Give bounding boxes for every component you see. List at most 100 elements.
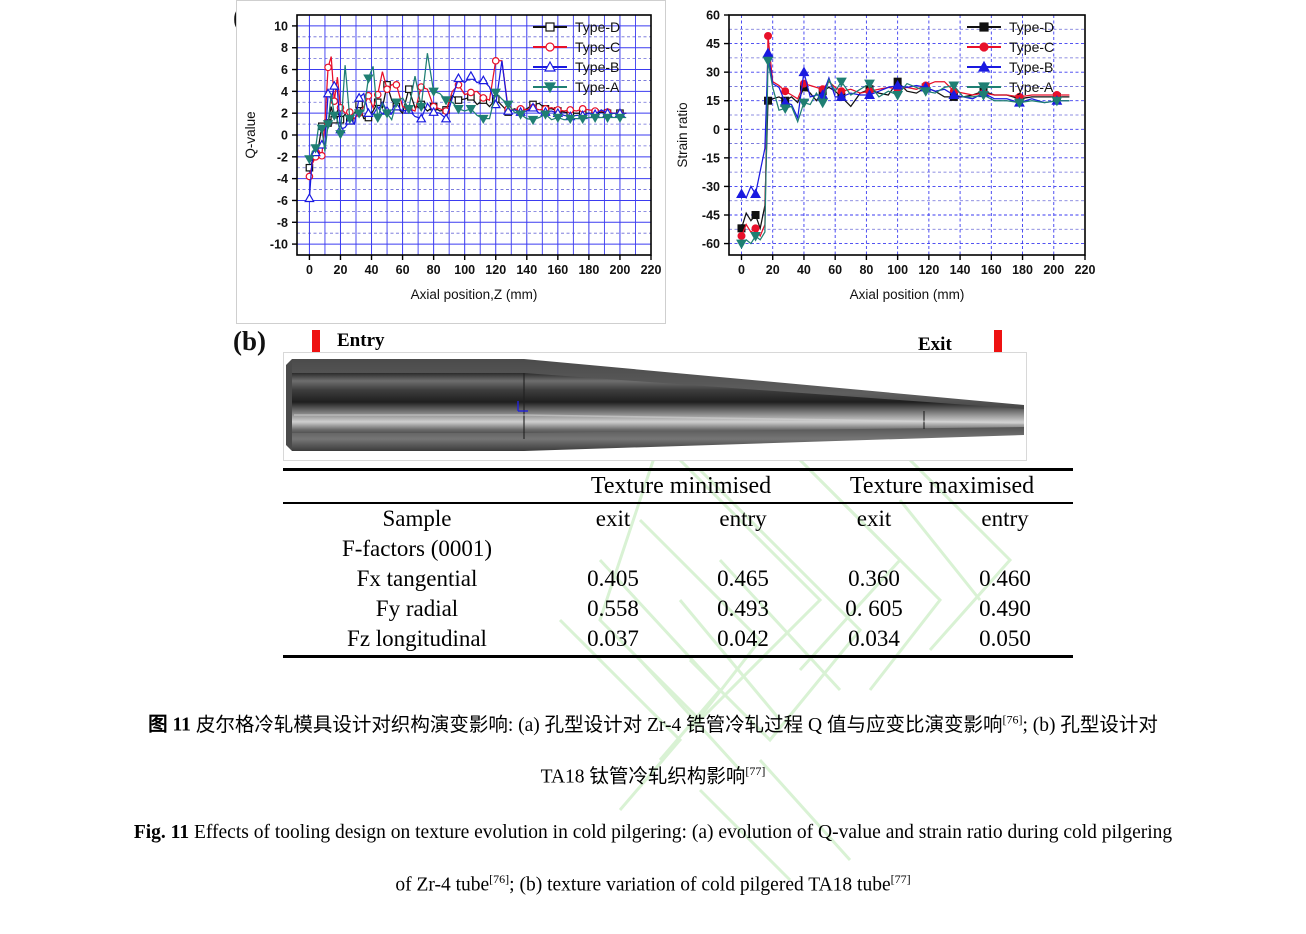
svg-text:120: 120 bbox=[918, 263, 939, 277]
chart-q-value: 0 20 40 60 80 100 120 140 160 180 200 220 -10 -8 -6 -4-… bbox=[236, 0, 666, 324]
svg-text:8: 8 bbox=[281, 41, 288, 55]
svg-text:140: 140 bbox=[516, 263, 537, 277]
svg-text:220: 220 bbox=[641, 263, 662, 277]
caption-cn-body: 皮尔格冷轧模具设计对织构演变影响: (a) 孔型设计对 Zr-4 锆管冷轧过程 … bbox=[190, 712, 1158, 736]
svg-text:80: 80 bbox=[859, 263, 873, 277]
svg-text:Strain ratio: Strain ratio bbox=[675, 102, 690, 167]
svg-text:100: 100 bbox=[454, 263, 475, 277]
svg-text:6: 6 bbox=[281, 63, 288, 77]
svg-text:-15: -15 bbox=[702, 151, 720, 165]
table-subhead-row: F-factors (0001) bbox=[283, 534, 1073, 564]
svg-text:0: 0 bbox=[281, 129, 288, 143]
chart-strain-ratio: 0 20 40 60 80 100 120 140 160 180 200 220 -60 -45 -30 -… bbox=[672, 0, 1102, 324]
svg-text:180: 180 bbox=[578, 263, 599, 277]
cell-fy-max-entry: 0.490 bbox=[979, 596, 1031, 622]
tube-diagram bbox=[283, 352, 1027, 461]
group-header-texture-minimised: Texture minimised bbox=[551, 468, 811, 505]
row-label-fz: Fz longitudinal bbox=[283, 624, 551, 658]
svg-text:-8: -8 bbox=[277, 216, 288, 230]
caption-en-body: Effects of tooling design on texture evo… bbox=[189, 821, 1173, 843]
svg-text:Type-B: Type-B bbox=[1009, 59, 1053, 75]
svg-text:45: 45 bbox=[706, 37, 720, 51]
figure-container: (a) 020406080100120140160180200220-10-8-… bbox=[233, 0, 1102, 461]
svg-text:40: 40 bbox=[797, 263, 811, 277]
svg-text:30: 30 bbox=[706, 66, 720, 80]
cell-fy-max-exit: 0. 605 bbox=[845, 596, 903, 622]
row-label-fx: Fx tangential bbox=[356, 566, 478, 592]
col-header-max-entry: entry bbox=[981, 506, 1029, 532]
cell-fz-min-exit: 0.037 bbox=[551, 624, 675, 658]
caption-chinese-line2: TA18 钛管冷轧织构影响[77] bbox=[540, 764, 766, 788]
svg-text:Type-A: Type-A bbox=[575, 79, 620, 95]
svg-text:140: 140 bbox=[950, 263, 971, 277]
exit-label: Exit bbox=[918, 334, 952, 355]
svg-text:80: 80 bbox=[427, 263, 441, 277]
group-header-blank bbox=[283, 468, 551, 505]
table-row: Fz longitudinal 0.037 0.042 0.034 0.050 bbox=[283, 624, 1073, 658]
cell-fx-max-exit: 0.360 bbox=[848, 566, 900, 592]
caption-cn-lead: 图 11 bbox=[148, 714, 191, 736]
svg-text:160: 160 bbox=[981, 263, 1002, 277]
cell-fx-min-exit: 0.405 bbox=[587, 566, 639, 592]
col-header-sample: Sample bbox=[382, 506, 452, 532]
svg-text:120: 120 bbox=[485, 263, 506, 277]
col-header-min-entry: entry bbox=[719, 506, 767, 532]
svg-text:10: 10 bbox=[274, 19, 288, 33]
row-label-fy: Fy radial bbox=[375, 596, 459, 622]
svg-text:-30: -30 bbox=[702, 180, 720, 194]
table-column-header-row: Sample exit entry exit entry bbox=[283, 503, 1073, 534]
svg-text:Type-D: Type-D bbox=[1009, 19, 1054, 35]
cell-fz-max-entry: 0.050 bbox=[937, 624, 1073, 658]
svg-text:60: 60 bbox=[396, 263, 410, 277]
svg-text:-10: -10 bbox=[270, 238, 288, 252]
svg-text:60: 60 bbox=[828, 263, 842, 277]
entry-label: Entry bbox=[337, 330, 385, 351]
table-group-header-row: Texture minimised Texture maximised bbox=[283, 468, 1073, 505]
svg-text:-6: -6 bbox=[277, 194, 288, 208]
svg-text:15: 15 bbox=[706, 94, 720, 108]
svg-text:200: 200 bbox=[610, 263, 631, 277]
caption-chinese-line1: 图 11 皮尔格冷轧模具设计对织构演变影响: (a) 孔型设计对 Zr-4 锆管… bbox=[0, 712, 1306, 738]
col-header-max-exit: exit bbox=[856, 506, 892, 532]
table-row: Fx tangential 0.405 0.465 0.360 0.460 bbox=[283, 564, 1073, 594]
svg-text:Type-C: Type-C bbox=[575, 39, 620, 55]
caption-english-line1: Fig. 11 Effects of tooling design on tex… bbox=[0, 821, 1306, 846]
panel-b-label: (b) bbox=[233, 326, 266, 356]
caption-english-line2: of Zr-4 tube[76]; (b) texture variation … bbox=[395, 871, 911, 896]
table-subhead-f-factors: F-factors (0001) bbox=[341, 536, 493, 562]
svg-text:0: 0 bbox=[306, 263, 313, 277]
svg-text:-45: -45 bbox=[702, 209, 720, 223]
table-row: Fy radial 0.558 0.493 0. 605 0.490 bbox=[283, 594, 1073, 624]
svg-text:Axial position (mm): Axial position (mm) bbox=[850, 287, 965, 302]
svg-text:-60: -60 bbox=[702, 237, 720, 251]
svg-text:Q-value: Q-value bbox=[243, 111, 258, 158]
group-header-texture-maximised: Texture maximised bbox=[811, 468, 1073, 505]
svg-text:160: 160 bbox=[547, 263, 568, 277]
cell-fy-min-exit: 0.558 bbox=[587, 596, 639, 622]
svg-text:-2: -2 bbox=[277, 150, 288, 164]
svg-text:4: 4 bbox=[281, 85, 288, 99]
svg-text:20: 20 bbox=[334, 263, 348, 277]
svg-text:180: 180 bbox=[1012, 263, 1033, 277]
svg-text:Type-D: Type-D bbox=[575, 19, 620, 35]
svg-text:0: 0 bbox=[713, 123, 720, 137]
cell-fx-max-entry: 0.460 bbox=[979, 566, 1031, 592]
cell-fy-min-entry: 0.493 bbox=[717, 596, 769, 622]
caption-en-lead: Fig. 11 bbox=[133, 821, 190, 843]
svg-text:Type-A: Type-A bbox=[1009, 79, 1054, 95]
svg-text:Type-B: Type-B bbox=[575, 59, 619, 75]
svg-text:220: 220 bbox=[1075, 263, 1096, 277]
tapered-tube-graphic bbox=[286, 359, 1025, 451]
f-factor-table: Texture minimised Texture maximised Samp… bbox=[283, 468, 1073, 658]
cell-fz-min-entry: 0.042 bbox=[675, 624, 811, 658]
cell-fx-min-entry: 0.465 bbox=[717, 566, 769, 592]
svg-text:200: 200 bbox=[1043, 263, 1064, 277]
f-factor-table-wrapper: Texture minimised Texture maximised Samp… bbox=[283, 468, 1073, 658]
cell-fz-max-exit: 0.034 bbox=[811, 624, 937, 658]
svg-text:40: 40 bbox=[365, 263, 379, 277]
svg-text:-4: -4 bbox=[277, 172, 288, 186]
svg-text:20: 20 bbox=[766, 263, 780, 277]
col-header-min-exit: exit bbox=[595, 506, 631, 532]
cad-axis-icon bbox=[517, 401, 528, 412]
svg-text:60: 60 bbox=[706, 9, 720, 23]
